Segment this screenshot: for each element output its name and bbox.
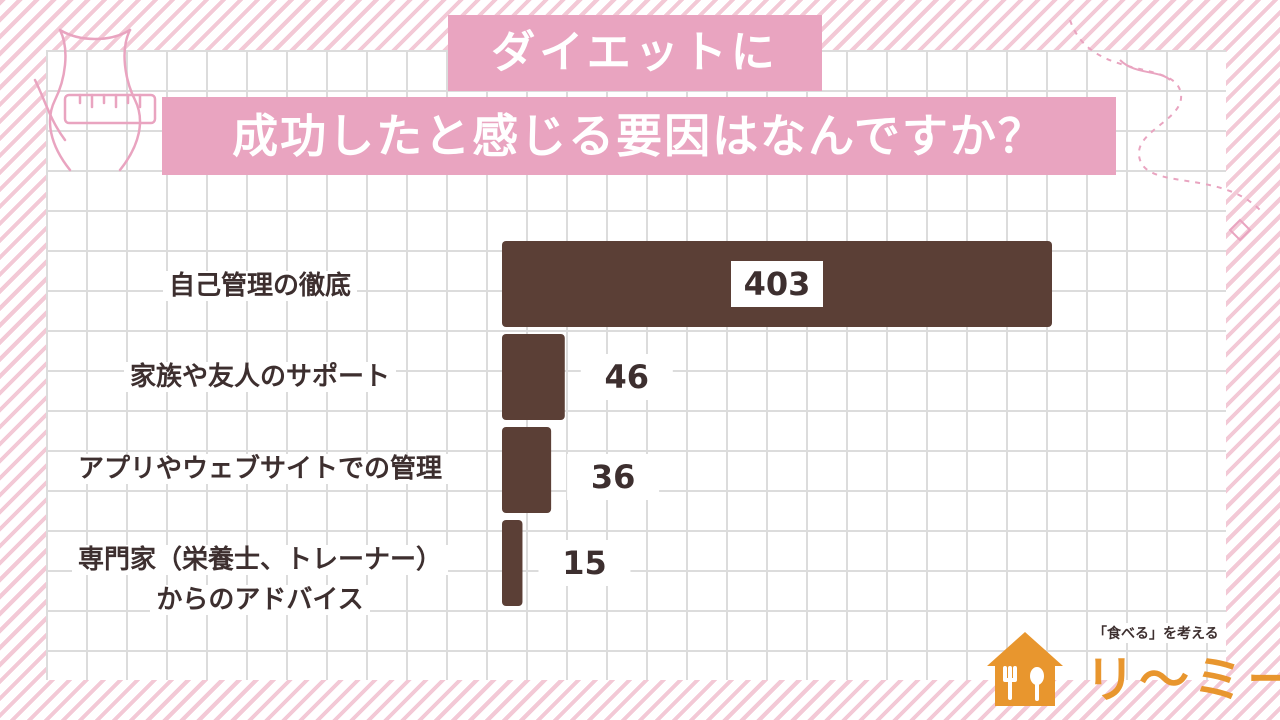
value-label-bg-3 — [567, 454, 660, 500]
category-label-2: 家族や友人のサポート — [40, 357, 480, 397]
bar-2 — [502, 334, 565, 420]
category-label-3: アプリやウェブサイトでの管理 — [40, 449, 480, 489]
value-label-2: 46 — [605, 358, 650, 396]
decorative-dotted-curve — [1069, 20, 1261, 242]
category-label-1: 自己管理の徹底 — [40, 266, 480, 306]
waist-measure-icon — [33, 28, 157, 172]
value-label-bg-1 — [731, 261, 823, 307]
value-label-3: 36 — [591, 458, 636, 496]
logo: 「食べる」を考える リ〜ミー — [985, 620, 1280, 710]
value-label-4: 15 — [562, 544, 607, 582]
chart-title-line2: 成功したと感じる要因はなんですか？ — [162, 97, 1116, 175]
logo-name: リ〜ミー — [1085, 651, 1280, 709]
bar-4 — [502, 520, 523, 606]
bar-3 — [502, 427, 552, 513]
value-label-1: 403 — [744, 265, 811, 303]
logo-tagline: 「食べる」を考える — [1093, 623, 1219, 643]
value-label-bg-2 — [580, 354, 673, 400]
value-label-bg-4 — [538, 540, 631, 586]
chart-title-line1: ダイエットに — [448, 15, 822, 91]
category-label-4: 専門家（栄養士、トレーナー） からのアドバイス — [40, 540, 480, 620]
house-fork-spoon-icon — [987, 632, 1063, 706]
